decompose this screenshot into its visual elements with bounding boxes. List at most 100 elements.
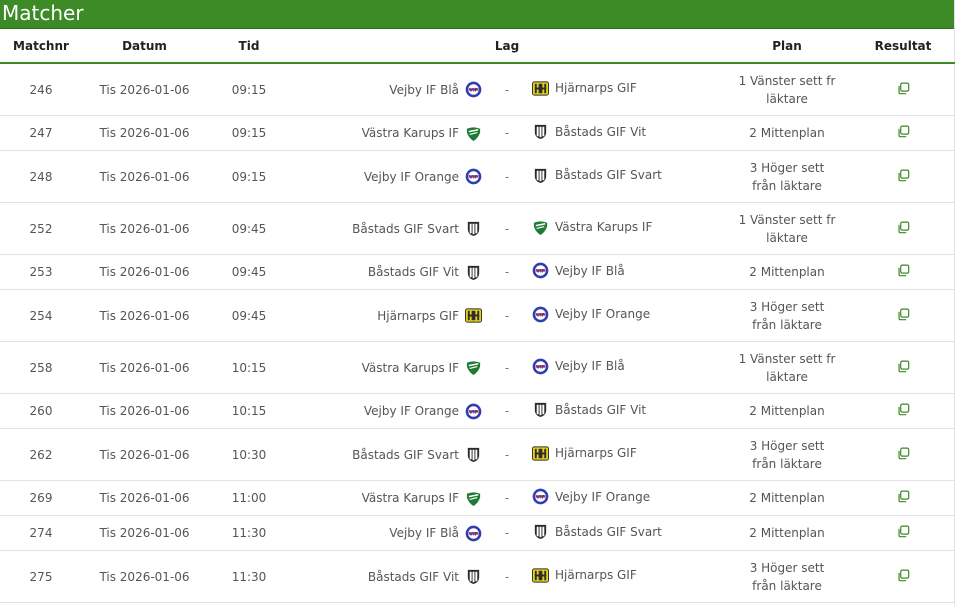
- copy-result-icon[interactable]: [897, 403, 910, 416]
- match-plan: 3 Höger sett från läktare: [749, 560, 825, 593]
- home-team-cell: Västra Karups IF: [291, 115, 482, 151]
- matches-table: Matchnr Datum Tid Lag Plan Resultat 246 T…: [0, 29, 956, 603]
- away-team-name: Vejby IF Blå: [555, 359, 625, 373]
- match-number: 254: [0, 289, 82, 342]
- table-row: 258 Tis 2026-01-06 10:15 Västra Karups IF - V…: [0, 341, 956, 394]
- match-plan: 2 Mittenplan: [749, 526, 825, 540]
- match-plan: 3 Höger sett från läktare: [749, 160, 825, 193]
- match-number: 262: [0, 428, 82, 481]
- home-team-cell: Båstads GIF Svart: [291, 428, 482, 481]
- match-time: 09:15: [207, 150, 291, 203]
- away-team-name: Hjärnarps GIF: [555, 568, 637, 582]
- copy-result-icon[interactable]: [897, 125, 910, 138]
- table-row: 252 Tis 2026-01-06 09:45 Båstads GIF Svart -…: [0, 202, 956, 255]
- match-date: Tis 2026-01-06: [82, 150, 207, 203]
- away-team-cell: Båstads GIF Svart: [532, 150, 724, 203]
- table-header-row: Matchnr Datum Tid Lag Plan Resultat: [0, 29, 956, 64]
- table-row: 275 Tis 2026-01-06 11:30 Båstads GIF Vit - Hj…: [0, 550, 956, 603]
- match-date: Tis 2026-01-06: [82, 550, 207, 603]
- hjarnarp-logo-icon: [465, 307, 482, 324]
- copy-result-icon[interactable]: [897, 169, 910, 182]
- home-team-name: Västra Karups IF: [361, 126, 459, 140]
- table-row: 247 Tis 2026-01-06 09:15 Västra Karups IF - B…: [0, 115, 956, 151]
- match-plan: 2 Mittenplan: [749, 404, 825, 418]
- vejby-logo-icon: VIF: [532, 488, 549, 505]
- match-date: Tis 2026-01-06: [82, 202, 207, 255]
- copy-result-icon[interactable]: [897, 308, 910, 321]
- svg-text:VIF: VIF: [536, 312, 545, 318]
- vejby-logo-icon: VIF: [532, 306, 549, 323]
- match-plan: 1 Vänster sett fr läktare: [738, 212, 836, 245]
- match-number: 258: [0, 341, 82, 394]
- team-separator: -: [504, 526, 510, 540]
- away-team-cell: Båstads GIF Svart: [532, 515, 724, 551]
- home-team-cell: Båstads GIF Vit: [291, 254, 482, 290]
- vejby-logo-icon: VIF: [532, 358, 549, 375]
- home-team-cell: Båstads GIF Svart: [291, 202, 482, 255]
- team-separator: -: [504, 491, 510, 505]
- match-plan: 2 Mittenplan: [749, 265, 825, 279]
- match-plan: 3 Höger sett från läktare: [749, 299, 825, 332]
- team-separator: -: [504, 221, 510, 236]
- away-team-cell: VIF Vejby IF Orange: [532, 480, 724, 516]
- home-team-name: Vejby IF Orange: [363, 404, 459, 418]
- home-team-name: Vejby IF Blå: [389, 526, 459, 540]
- home-team-cell: Västra Karups IF: [291, 480, 482, 516]
- match-time: 09:45: [207, 202, 291, 255]
- away-team-name: Båstads GIF Svart: [555, 168, 662, 182]
- copy-result-icon[interactable]: [897, 525, 910, 538]
- vejby-logo-icon: VIF: [465, 525, 482, 542]
- copy-result-icon[interactable]: [897, 82, 910, 95]
- match-plan: 1 Vänster sett fr läktare: [738, 73, 836, 106]
- home-team-name: Båstads GIF Vit: [367, 265, 459, 279]
- bastad-logo-icon: [532, 523, 549, 540]
- home-team-cell: Båstads GIF Vit: [291, 550, 482, 603]
- vejby-logo-icon: VIF: [532, 262, 549, 279]
- match-time: 09:15: [207, 63, 291, 116]
- away-team-cell: Västra Karups IF: [532, 202, 724, 255]
- home-team-name: Vejby IF Blå: [389, 82, 459, 97]
- home-team-cell: Vejby IF Blå VIF: [291, 63, 482, 116]
- match-number: 269: [0, 480, 82, 516]
- vastra-karup-logo-icon: [465, 490, 482, 507]
- match-number: 248: [0, 150, 82, 203]
- bastad-logo-icon: [532, 123, 549, 140]
- home-team-cell: Vejby IF Blå VIF: [291, 515, 482, 551]
- col-matchnr: Matchnr: [0, 29, 82, 64]
- copy-result-icon[interactable]: [897, 221, 910, 234]
- match-number: 253: [0, 254, 82, 290]
- bastad-logo-icon: [465, 264, 482, 281]
- match-date: Tis 2026-01-06: [82, 341, 207, 394]
- table-row: 246 Tis 2026-01-06 09:15 Vejby IF Blå VIF - Hj…: [0, 63, 956, 116]
- team-separator: -: [504, 308, 510, 323]
- team-separator: -: [504, 569, 510, 584]
- hjarnarp-logo-icon: [532, 445, 549, 462]
- match-time: 10:15: [207, 341, 291, 394]
- away-team-cell: Båstads GIF Vit: [532, 393, 724, 429]
- match-date: Tis 2026-01-06: [82, 515, 207, 551]
- home-team-cell: Västra Karups IF: [291, 341, 482, 394]
- copy-result-icon[interactable]: [897, 490, 910, 503]
- copy-result-icon[interactable]: [897, 360, 910, 373]
- match-time: 09:45: [207, 254, 291, 290]
- away-team-name: Båstads GIF Svart: [555, 524, 662, 539]
- match-time: 10:30: [207, 428, 291, 481]
- vastra-karup-logo-icon: [465, 359, 482, 376]
- hjarnarp-logo-icon: [532, 567, 549, 584]
- match-date: Tis 2026-01-06: [82, 289, 207, 342]
- copy-result-icon[interactable]: [897, 569, 910, 582]
- col-datum: Datum: [82, 29, 207, 64]
- home-team-name: Båstads GIF Svart: [352, 221, 459, 236]
- match-plan: 2 Mittenplan: [749, 491, 825, 505]
- away-team-cell: VIF Vejby IF Orange: [532, 289, 724, 342]
- match-number: 246: [0, 63, 82, 116]
- copy-result-icon[interactable]: [897, 447, 910, 460]
- copy-result-icon[interactable]: [897, 264, 910, 277]
- match-date: Tis 2026-01-06: [82, 428, 207, 481]
- match-number: 247: [0, 115, 82, 151]
- hjarnarp-logo-icon: [532, 80, 549, 97]
- home-team-name: Båstads GIF Svart: [352, 447, 459, 462]
- bastad-logo-icon: [532, 167, 549, 184]
- away-team-name: Vejby IF Orange: [555, 489, 651, 504]
